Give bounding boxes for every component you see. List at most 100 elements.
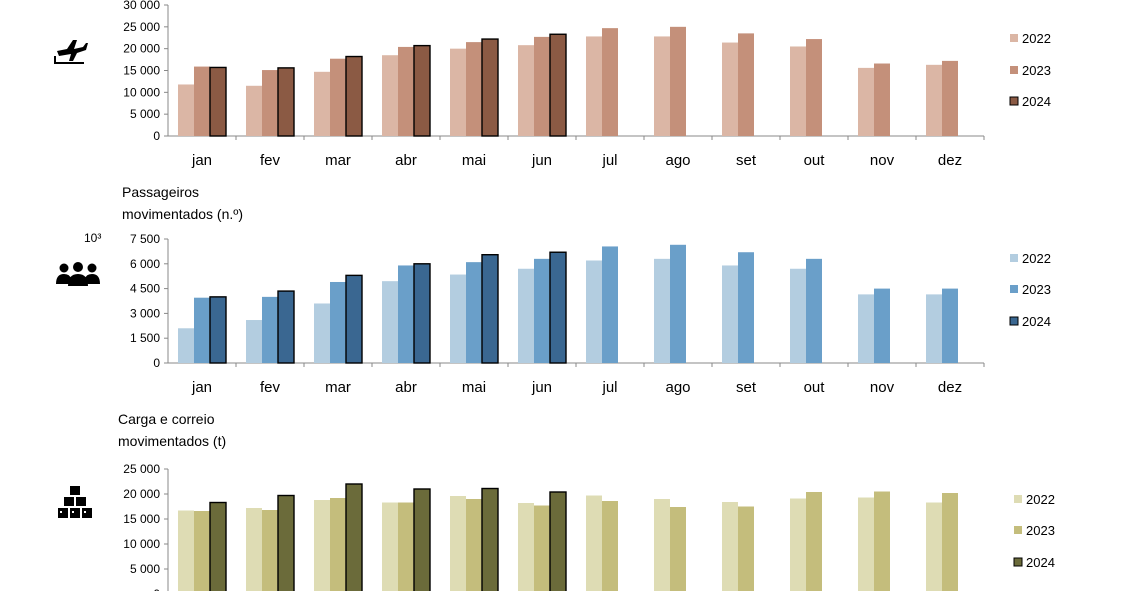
passengers-legend-label-2022: 2022 [1022,251,1051,266]
passengers-title-line-2: movimentados (n.º) [122,206,243,222]
cargo-bar-2022-mar [314,500,330,591]
cargo-bar-2022-jun [518,503,534,591]
passengers-x-tick-label: abr [395,379,417,396]
flights-y-tick-label: 5 000 [130,107,160,121]
cargo-bar-2023-jul [602,501,618,591]
passengers-bar-2022-ago [654,258,670,363]
passengers-bar-2023-out [806,258,822,363]
flights-x-tick-label: mar [325,152,351,169]
flights-chart: 0 5 000 10 000 15 000 20 000 25 000 30 000 jan f… [123,0,1051,169]
passengers-x-tick-label: ago [665,379,690,396]
flights-bar-2024-mai [481,38,499,137]
cargo-title-line-1: Carga e correio [118,411,215,427]
cargo-legend-swatch-2024 [1013,557,1023,567]
flights-bar-2024-abr [413,44,431,137]
cargo-bar-2023-fev [262,510,278,591]
cargo-bar-2023-mar [330,498,346,591]
flights-y-tick-label: 0 [153,129,160,143]
passengers-bar-2023-jul [602,246,618,363]
cargo-legend-swatch-2023 [1014,526,1022,534]
passengers-bar-2023-jun [534,258,550,363]
passengers-title: Passageiros movimentados (n.º) [122,184,243,222]
flights-x-tick-label: abr [395,152,417,169]
flights-bar-2022-out [790,46,806,136]
passengers-legend-label-2024: 2024 [1022,314,1051,329]
passengers-y-tick-label: 0 [153,356,160,370]
cargo-bar-2023-mai [466,499,482,591]
cargo-title: Carga e correio movimentados (t) [118,411,226,449]
passengers-bar-2024-jun [549,251,567,364]
cargo-bar-2022-ago [654,499,670,591]
cargo-y-tick-label: 10 000 [123,537,160,551]
flights-y-tick-label: 10 000 [123,85,160,99]
passengers-bar-2022-mar [314,303,330,363]
flights-bar-2024-fev [277,67,295,137]
cargo-bar-2024-mar [345,483,363,591]
passengers-bar-2023-mai [466,262,482,363]
passengers-y-tick-label: 7 500 [130,232,160,246]
passengers-chart: 0 1 500 3 000 4 500 6 000 7 500 jan fev mar abr ma… [130,232,1051,396]
flights-x-tick-label: jul [601,152,617,169]
flights-x-tick-label: ago [665,152,690,169]
passengers-y-tick-label: 1 500 [130,331,160,345]
flights-y-tick-label: 30 000 [123,0,160,12]
passengers-bar-2022-fev [246,320,262,363]
flights-legend-swatch-2024 [1009,96,1019,106]
flights-bar-2022-dez [926,64,942,136]
flights-x-tick-label: fev [260,152,281,169]
flights-bar-2023-out [806,39,822,137]
passengers-bar-2022-set [722,265,738,363]
passengers-legend-label-2023: 2023 [1022,282,1051,297]
passengers-title-line-1: Passageiros [122,184,199,200]
flights-bar-2022-ago [654,36,670,136]
passengers-bar-2024-jan [209,296,227,364]
cargo-bar-2024-mai [481,487,499,591]
passengers-legend-swatch-2023 [1010,285,1018,293]
cargo-bar-2023-nov [874,491,890,591]
flights-x-tick-label: out [804,152,826,169]
cargo-bar-2022-set [722,502,738,591]
flights-bar-2023-nov [874,63,890,136]
cargo-bar-2022-dez [926,502,942,591]
cargo-legend-label-2022: 2022 [1026,492,1055,507]
passengers-bar-2023-abr [398,265,414,363]
flights-bar-2022-jul [586,36,602,136]
flights-x-tick-label: nov [870,152,895,169]
cargo-bar-2023-jan [194,511,210,591]
passengers-bar-2023-ago [670,244,686,363]
flights-legend-label-2022: 2022 [1022,31,1051,46]
flights-bar-2023-abr [398,46,414,136]
cargo-y-tick-label: 20 000 [123,487,160,501]
flights-bar-2023-dez [942,60,958,136]
cargo-bar-2022-abr [382,502,398,591]
passengers-bar-2022-jul [586,260,602,363]
passengers-x-tick-label: out [804,379,826,396]
cargo-legend-swatch-2022 [1014,495,1022,503]
cargo-bar-2024-jan [209,501,227,591]
passengers-y-tick-label: 6 000 [130,257,160,271]
cargo-chart: 0 5 000 10 000 15 000 20 000 25 000 2022 2023 20… [123,462,1055,591]
passengers-bar-2023-nov [874,288,890,363]
passengers-x-tick-label: dez [938,379,962,396]
flights-y-tick-label: 25 000 [123,20,160,34]
flights-x-tick-label: jun [531,152,552,169]
airplane-icon [54,40,88,64]
flights-y-tick-label: 20 000 [123,42,160,56]
boxes-icon [58,486,92,518]
cargo-bar-2024-jun [549,491,567,591]
flights-bar-2023-mai [466,42,482,136]
cargo-title-line-2: movimentados (t) [118,433,226,449]
flights-legend-swatch-2022 [1010,34,1018,42]
passengers-bar-2023-dez [942,288,958,363]
passengers-legend-swatch-2024 [1009,316,1019,326]
passengers-bar-2024-mar [345,274,363,364]
flights-x-tick-label: mai [462,152,486,169]
flights-y-tick-label: 15 000 [123,64,160,78]
cargo-bar-2022-jul [586,495,602,591]
cargo-bar-2023-out [806,492,822,591]
cargo-bar-2022-mai [450,496,466,591]
flights-bar-2022-mar [314,71,330,136]
flights-x-tick-label: set [736,152,757,169]
cargo-bar-2022-fev [246,508,262,591]
